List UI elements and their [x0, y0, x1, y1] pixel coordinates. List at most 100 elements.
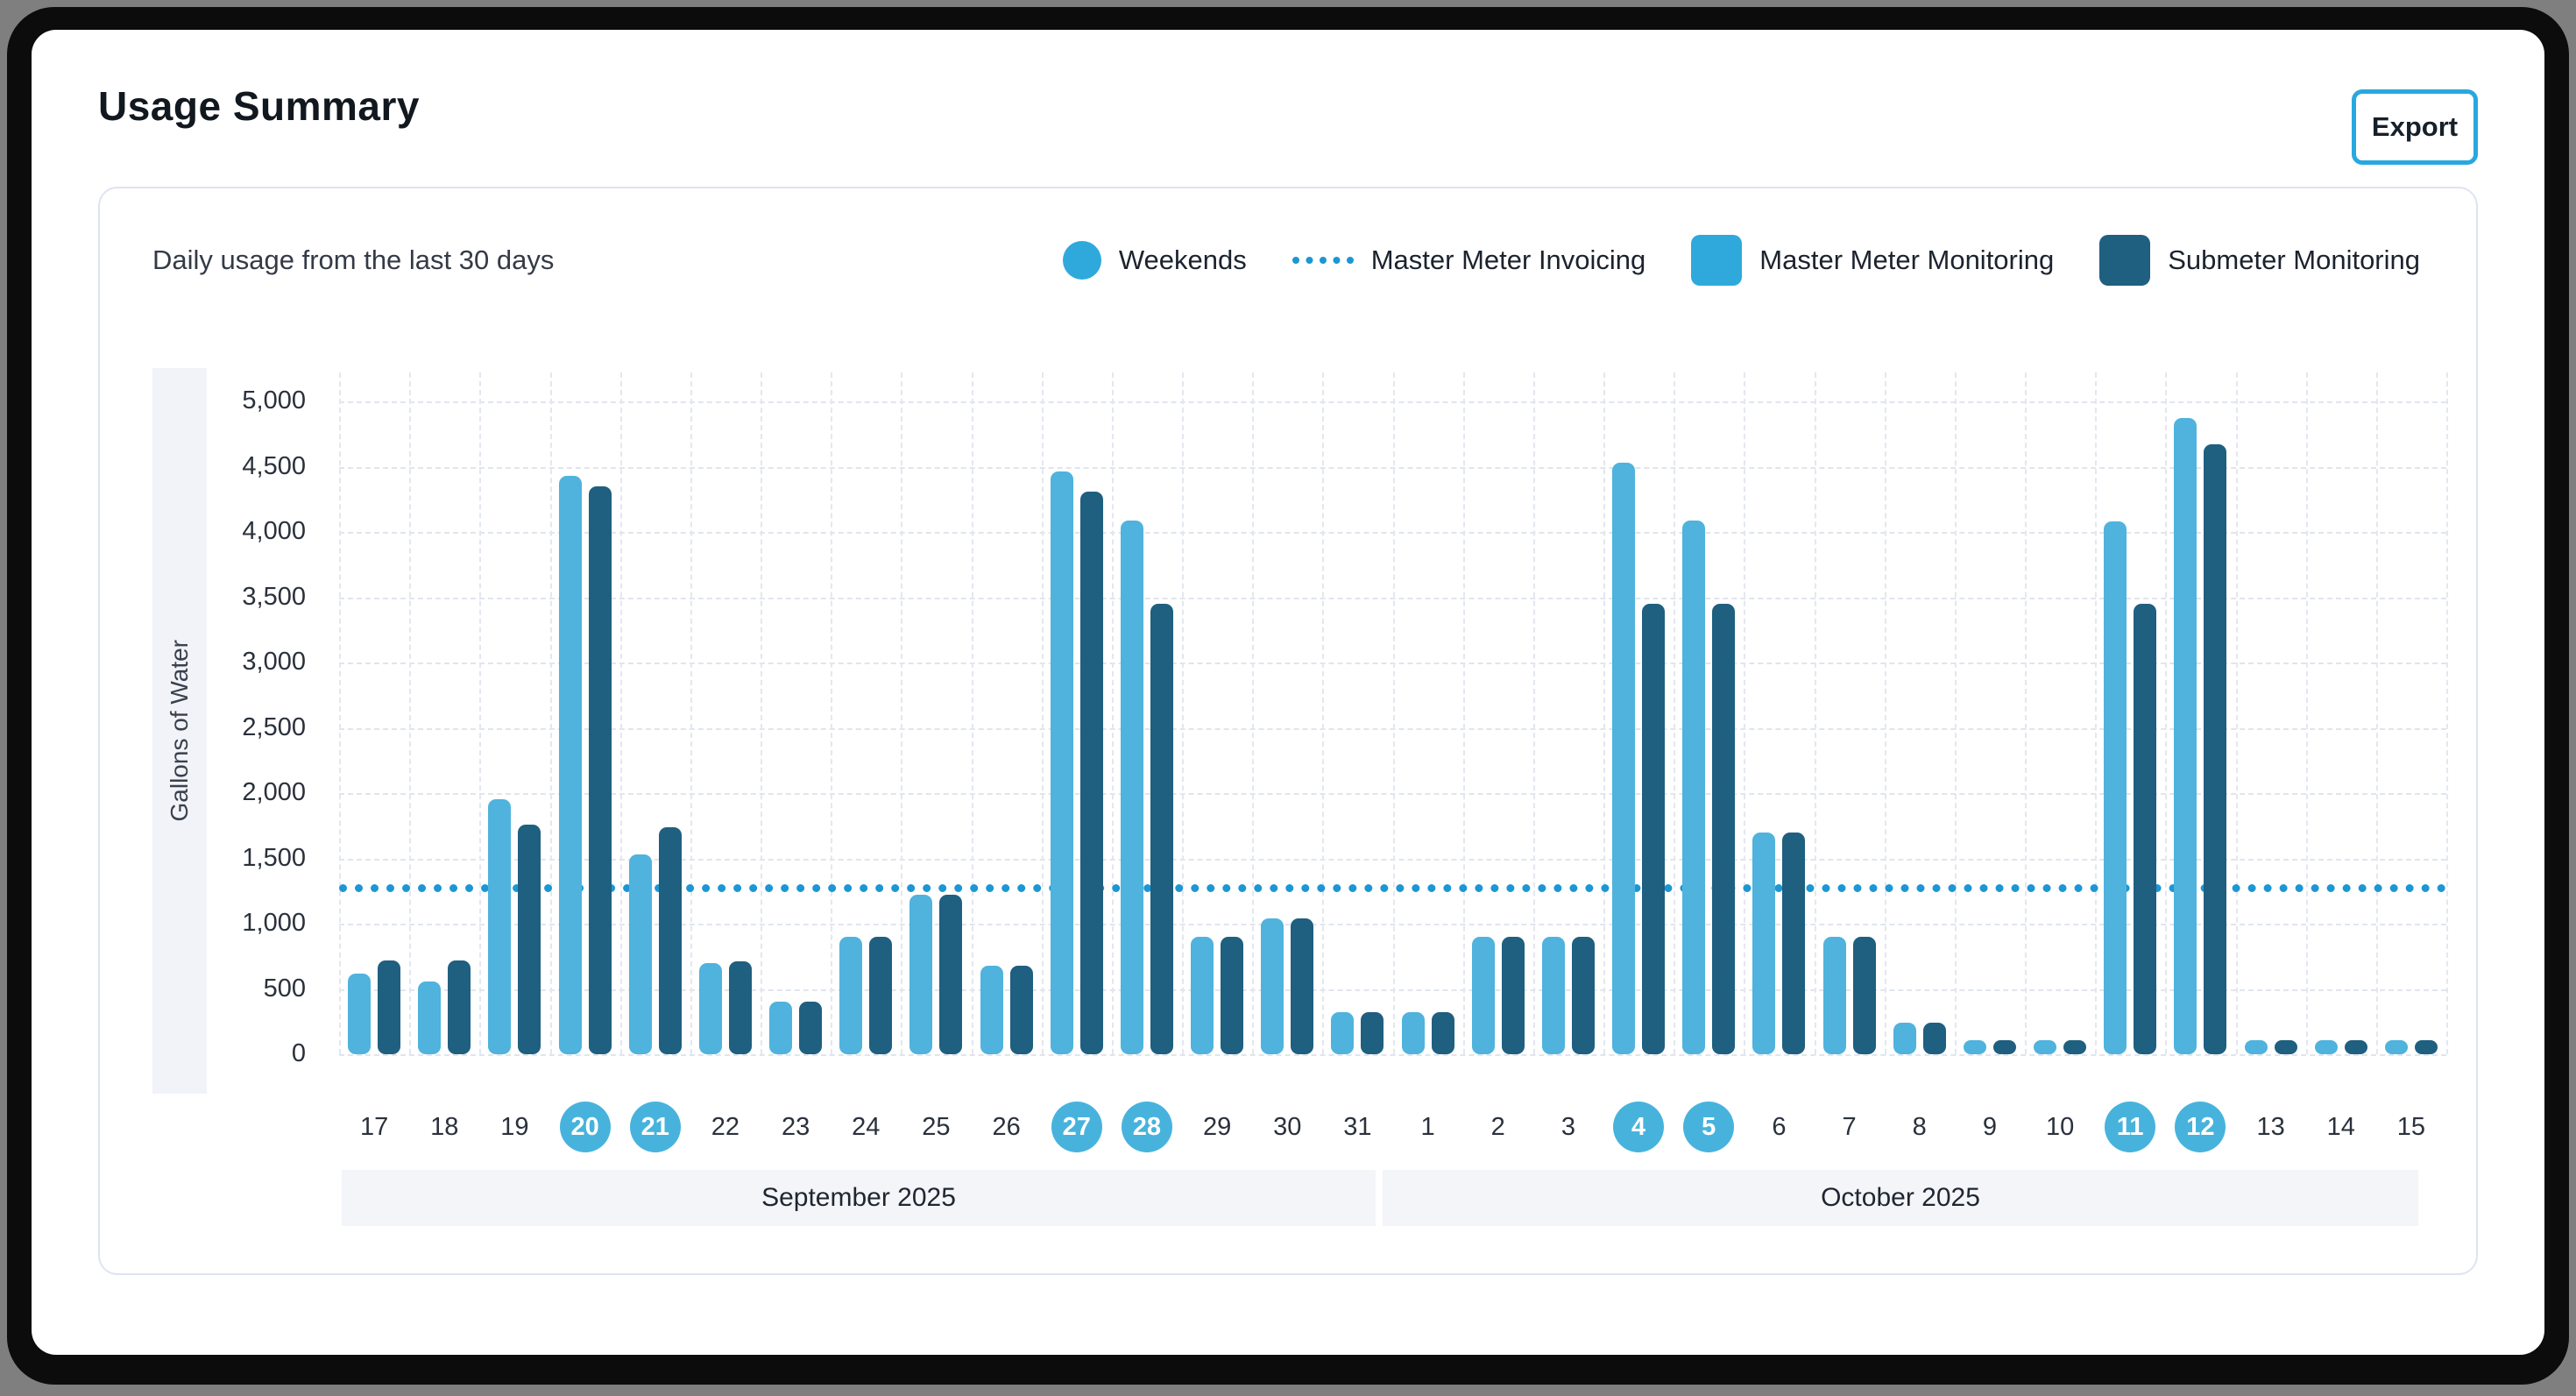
bar-submeter-monitoring[interactable] [1361, 1012, 1384, 1054]
weekends-swatch-icon [1062, 241, 1101, 280]
v-gridline [409, 372, 412, 1054]
bar-master-meter-monitoring[interactable] [628, 854, 652, 1054]
bar-master-meter-monitoring[interactable] [1682, 520, 1706, 1054]
bar-master-meter-monitoring[interactable] [1401, 1012, 1425, 1054]
bar-master-meter-monitoring[interactable] [1541, 936, 1565, 1054]
x-date-label-weekend: 11 [2105, 1102, 2156, 1152]
bar-submeter-monitoring[interactable] [728, 961, 752, 1054]
page: Usage Summary Export Daily usage from th… [32, 30, 2544, 1355]
bar-submeter-monitoring[interactable] [1150, 603, 1173, 1054]
bar-submeter-monitoring[interactable] [2204, 444, 2227, 1054]
bar-master-meter-monitoring[interactable] [2244, 1039, 2268, 1054]
v-gridline [2305, 372, 2308, 1054]
bar-submeter-monitoring[interactable] [1712, 603, 1736, 1054]
v-gridline [1322, 372, 1325, 1054]
bar-master-meter-monitoring[interactable] [348, 973, 372, 1054]
bar-master-meter-monitoring[interactable] [1612, 463, 1636, 1054]
legend-item-master-meter-invoicing[interactable]: Master Meter Invoicing [1292, 244, 1645, 276]
page-title: Usage Summary [98, 83, 420, 129]
bar-submeter-monitoring[interactable] [518, 824, 541, 1054]
bar-master-meter-monitoring[interactable] [1191, 936, 1214, 1054]
bar-submeter-monitoring[interactable] [448, 960, 471, 1054]
bar-master-meter-monitoring[interactable] [488, 799, 512, 1054]
v-gridline [831, 372, 833, 1054]
bar-master-meter-monitoring[interactable] [2314, 1039, 2338, 1054]
v-gridline [971, 372, 973, 1054]
bar-master-meter-monitoring[interactable] [1822, 936, 1846, 1054]
chart-legend: Weekends Master Meter Invoicing Master M… [1062, 235, 2420, 286]
bar-master-meter-monitoring[interactable] [1471, 936, 1495, 1054]
v-gridline [1532, 372, 1535, 1054]
legend-item-submeter-monitoring[interactable]: Submeter Monitoring [2099, 235, 2420, 286]
y-axis-title-strip: Gallons of Water [152, 368, 207, 1094]
bar-submeter-monitoring[interactable] [2274, 1039, 2297, 1054]
bar-master-meter-monitoring[interactable] [558, 475, 582, 1054]
device-frame: Usage Summary Export Daily usage from th… [7, 7, 2569, 1385]
month-band-october: October 2025 [1383, 1170, 2418, 1226]
bar-master-meter-monitoring[interactable] [2034, 1039, 2057, 1054]
bar-submeter-monitoring[interactable] [658, 826, 682, 1054]
x-date-label: 25 [922, 1113, 951, 1141]
v-gridline [1111, 372, 1114, 1054]
bar-submeter-monitoring[interactable] [378, 960, 401, 1054]
bar-submeter-monitoring[interactable] [1291, 918, 1314, 1054]
export-button[interactable]: Export [2352, 89, 2478, 165]
bar-submeter-monitoring[interactable] [1079, 491, 1103, 1054]
x-date-label: 18 [430, 1113, 459, 1141]
bar-submeter-monitoring[interactable] [1501, 936, 1525, 1054]
x-date-label-weekend: 5 [1683, 1102, 1735, 1152]
bar-submeter-monitoring[interactable] [939, 895, 963, 1054]
bar-master-meter-monitoring[interactable] [980, 965, 1003, 1054]
x-date-label: 17 [359, 1113, 389, 1141]
bar-submeter-monitoring[interactable] [2063, 1039, 2087, 1054]
bar-submeter-monitoring[interactable] [1009, 965, 1033, 1054]
x-date-label: 23 [781, 1113, 810, 1141]
x-date-label-weekend: 12 [2175, 1102, 2226, 1152]
x-date-label: 6 [1772, 1113, 1787, 1141]
bar-master-meter-monitoring[interactable] [2174, 418, 2197, 1054]
bar-master-meter-monitoring[interactable] [1893, 1023, 1916, 1054]
v-gridline [1954, 372, 1957, 1054]
bar-submeter-monitoring[interactable] [588, 485, 612, 1054]
x-date-label: 30 [1273, 1113, 1302, 1141]
bar-chart: Gallons of Water 5,000 4,500 4,000 3,500 3,0… [100, 188, 2476, 1273]
bar-master-meter-monitoring[interactable] [1752, 832, 1776, 1054]
y-tick-label: 3,000 [242, 648, 306, 676]
bar-submeter-monitoring[interactable] [1992, 1039, 2016, 1054]
h-gridline [339, 1054, 2446, 1056]
legend-item-weekends[interactable]: Weekends [1062, 241, 1247, 280]
legend-label: Submeter Monitoring [2168, 244, 2420, 275]
bar-submeter-monitoring[interactable] [1221, 936, 1244, 1054]
bar-master-meter-monitoring[interactable] [418, 981, 442, 1054]
v-gridline [1182, 372, 1184, 1054]
legend-item-master-meter-monitoring[interactable]: Master Meter Monitoring [1691, 235, 2054, 286]
bar-submeter-monitoring[interactable] [1642, 603, 1666, 1054]
bar-submeter-monitoring[interactable] [1782, 832, 1806, 1054]
bar-submeter-monitoring[interactable] [2344, 1039, 2367, 1054]
bar-submeter-monitoring[interactable] [2414, 1039, 2438, 1054]
v-gridline [1814, 372, 1816, 1054]
bar-master-meter-monitoring[interactable] [1261, 918, 1284, 1054]
bar-master-meter-monitoring[interactable] [1963, 1039, 1986, 1054]
v-gridline [479, 372, 482, 1054]
bar-submeter-monitoring[interactable] [869, 936, 893, 1054]
x-date-label-weekend: 27 [1051, 1102, 1102, 1152]
y-tick-label: 2,000 [242, 778, 306, 806]
bar-submeter-monitoring[interactable] [799, 1002, 823, 1054]
bar-submeter-monitoring[interactable] [1431, 1012, 1454, 1054]
x-date-label: 15 [2396, 1113, 2426, 1141]
bar-master-meter-monitoring[interactable] [2104, 521, 2127, 1054]
bar-submeter-monitoring[interactable] [1922, 1023, 1946, 1054]
bar-submeter-monitoring[interactable] [2134, 603, 2157, 1054]
bar-master-meter-monitoring[interactable] [698, 962, 722, 1054]
bar-master-meter-monitoring[interactable] [1050, 471, 1073, 1054]
bar-submeter-monitoring[interactable] [1571, 936, 1595, 1054]
bar-master-meter-monitoring[interactable] [1120, 520, 1143, 1054]
bar-master-meter-monitoring[interactable] [769, 1002, 793, 1054]
bar-master-meter-monitoring[interactable] [839, 936, 863, 1054]
bar-master-meter-monitoring[interactable] [1331, 1012, 1355, 1054]
bar-master-meter-monitoring[interactable] [909, 895, 933, 1054]
bar-master-meter-monitoring[interactable] [2384, 1039, 2408, 1054]
v-gridline [1884, 372, 1886, 1054]
bar-submeter-monitoring[interactable] [1852, 936, 1876, 1054]
